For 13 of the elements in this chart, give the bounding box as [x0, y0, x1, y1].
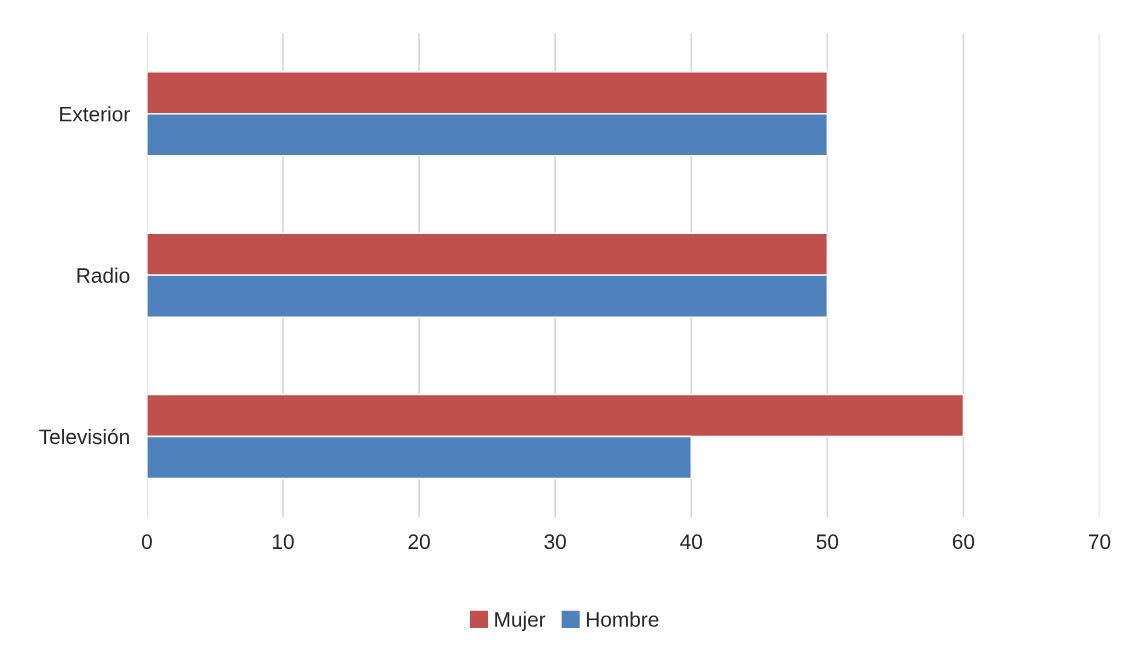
x-tick-label: 50: [816, 534, 839, 550]
x-tick-label: 20: [408, 534, 430, 550]
x-tick-label: 60: [952, 534, 975, 550]
x-tick-label: 30: [544, 534, 566, 550]
legend-label: Mujer: [495, 611, 546, 631]
y-tick-label: Exterior: [60, 106, 130, 122]
x-tick-label: 0: [141, 534, 152, 550]
y-tick-label: Televisión: [39, 428, 129, 445]
x-tick-label: 10: [272, 534, 294, 550]
y-tick-label: Radio: [77, 267, 130, 283]
x-tick-label: 40: [680, 534, 703, 550]
x-tick-label: 70: [1088, 534, 1111, 550]
legend-label: Hombre: [586, 611, 659, 627]
